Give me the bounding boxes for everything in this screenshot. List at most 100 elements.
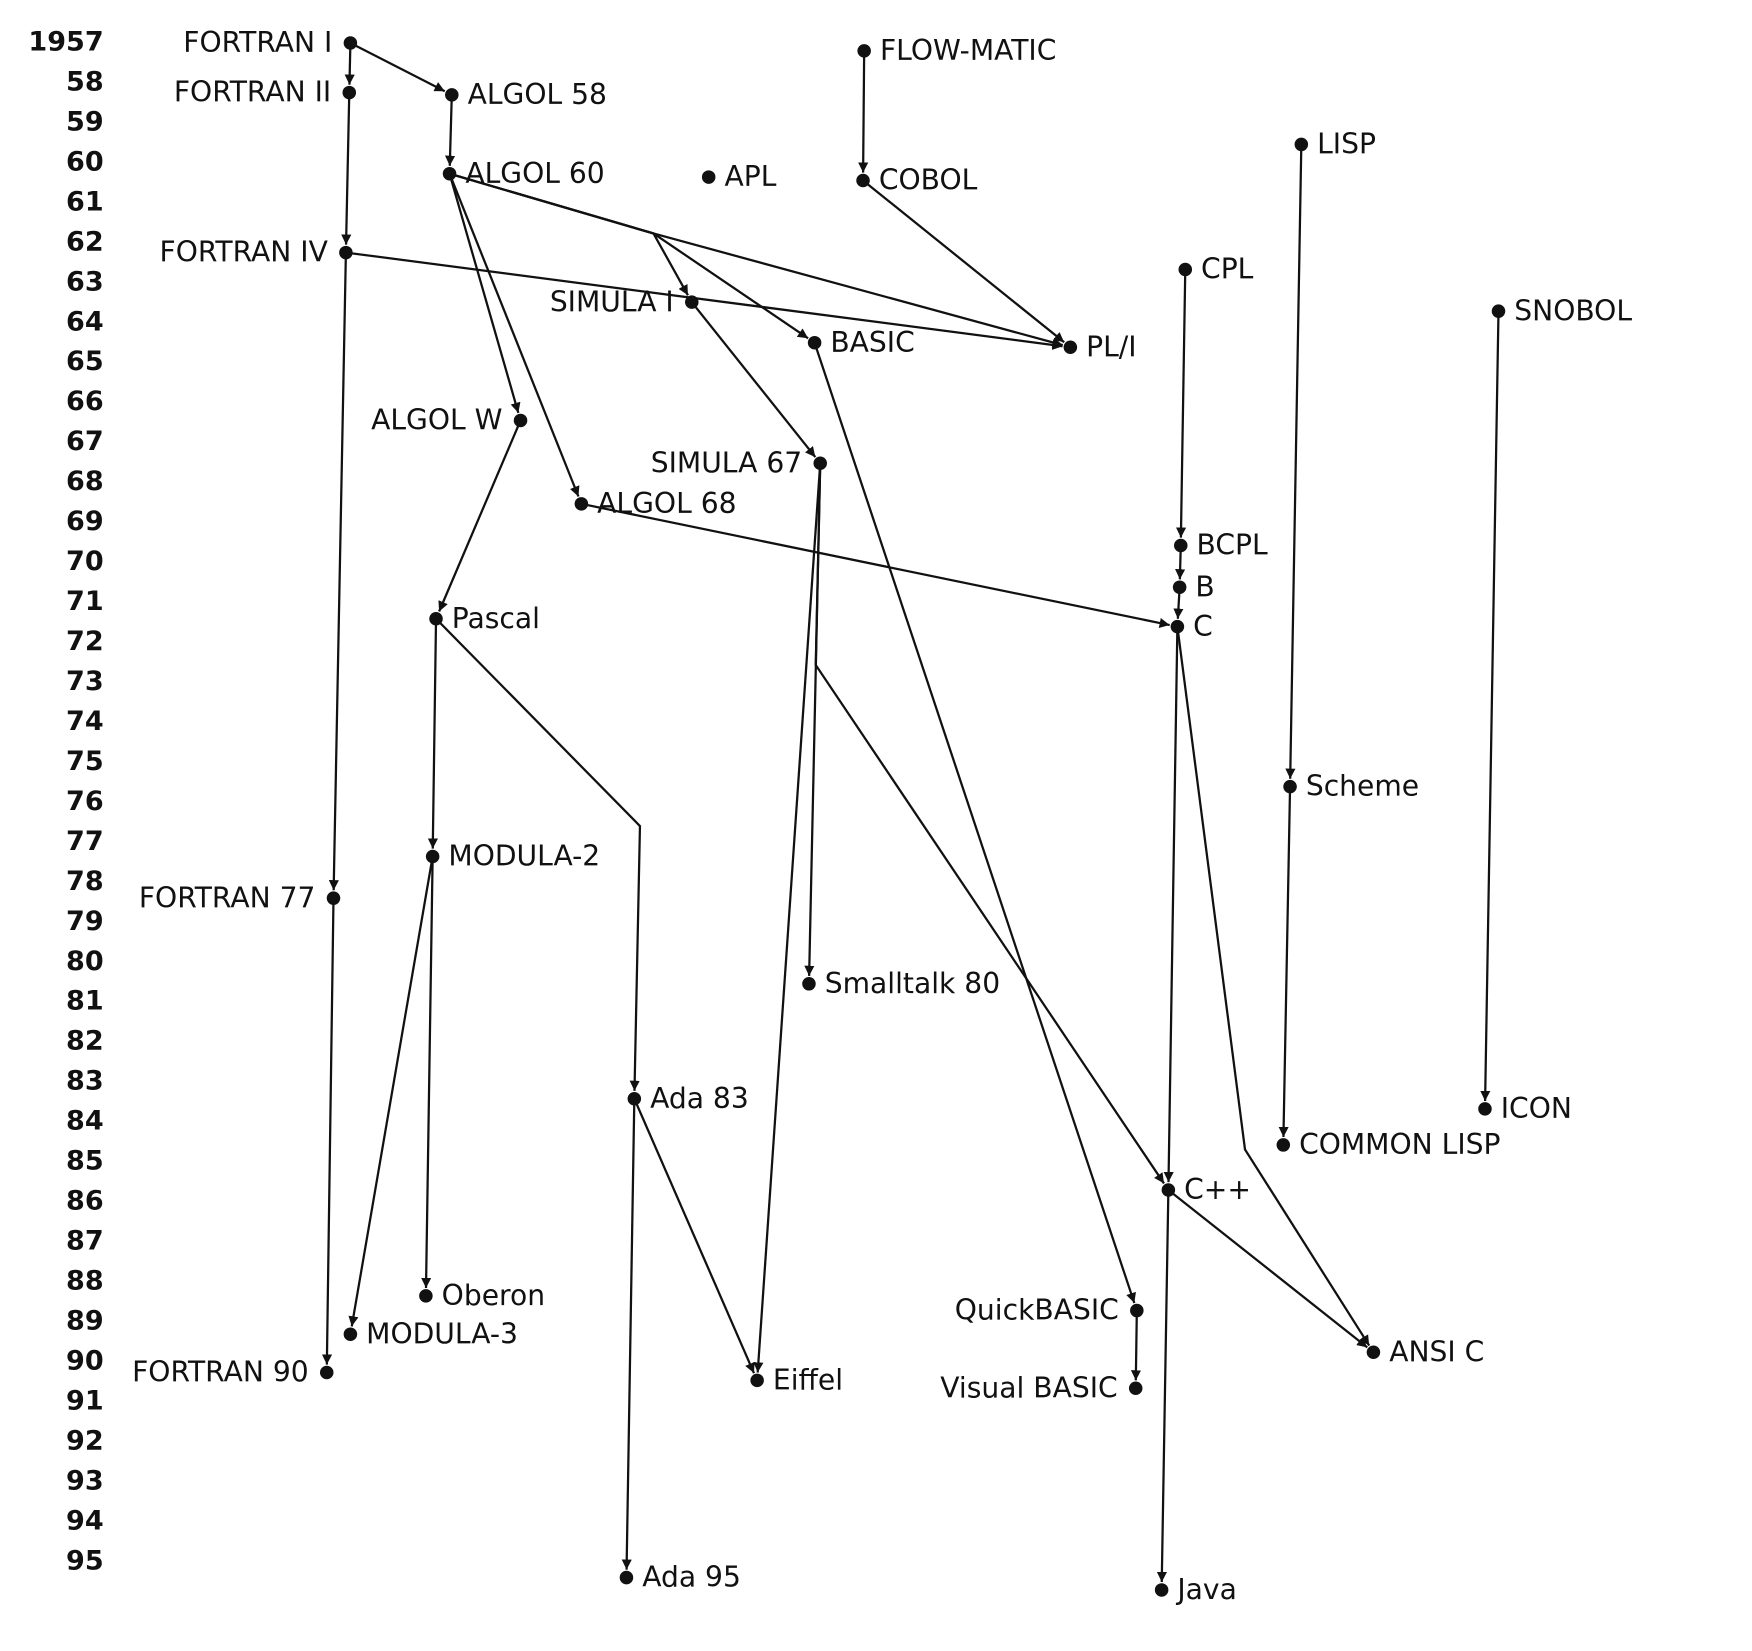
- node-dot: [802, 977, 816, 991]
- node-label: ALGOL 68: [597, 487, 736, 520]
- node-label: QuickBASIC: [955, 1294, 1119, 1327]
- edge-arrow: [321, 898, 335, 1365]
- node-label: CPL: [1201, 253, 1254, 286]
- edge-arrow: [1176, 626, 1371, 1347]
- node-label: FORTRAN IV: [160, 236, 329, 269]
- edge-arrow: [444, 94, 456, 166]
- node-dot: [807, 335, 822, 350]
- edge-arrow: [1278, 786, 1292, 1138]
- node-label: APL: [724, 160, 776, 193]
- year-label: 77: [66, 826, 104, 857]
- node-label: FLOW-MATIC: [880, 34, 1056, 67]
- edge-arrow: [813, 342, 1136, 1304]
- node-dot: [813, 456, 827, 471]
- node-label: FORTRAN 77: [139, 881, 316, 914]
- year-label: 1957: [28, 27, 103, 58]
- edge-arrow: [449, 172, 1064, 348]
- edges: [321, 42, 1500, 1583]
- node-dot: [343, 1327, 358, 1341]
- node-dot: [1170, 619, 1185, 634]
- node-dot: [1491, 304, 1506, 318]
- edge-arrow: [448, 173, 580, 497]
- node-dot: [1172, 580, 1187, 594]
- edge-arrow: [348, 856, 434, 1327]
- node-label: FORTRAN II: [174, 76, 331, 109]
- year-label: 79: [66, 906, 104, 937]
- year-label: 90: [66, 1345, 104, 1376]
- node-label: Scheme: [1306, 770, 1419, 803]
- edge-arrow: [1175, 269, 1187, 538]
- year-label: 66: [66, 386, 104, 417]
- year-label: 89: [66, 1305, 104, 1336]
- edge-arrow: [633, 1098, 756, 1374]
- year-label: 71: [66, 586, 104, 617]
- year-label: 92: [66, 1425, 104, 1456]
- node-label: Ada 83: [650, 1082, 749, 1115]
- node-label: MODULA-2: [448, 840, 600, 873]
- node-label: Eiffel: [773, 1364, 843, 1397]
- year-label: 82: [66, 1026, 104, 1057]
- edge-arrow: [421, 856, 434, 1289]
- year-label: 88: [66, 1266, 104, 1297]
- node-label: C: [1193, 610, 1213, 643]
- year-label: 65: [66, 346, 104, 377]
- node-label: Visual BASIC: [940, 1371, 1117, 1404]
- year-label: 76: [66, 786, 104, 817]
- node-dot: [1283, 779, 1297, 794]
- edge-arrow: [349, 42, 446, 93]
- year-label: 72: [66, 626, 104, 657]
- year-label: 95: [66, 1545, 104, 1576]
- year-label: 58: [66, 66, 104, 97]
- year-label: 61: [66, 186, 104, 217]
- node-label: ICON: [1501, 1092, 1572, 1125]
- year-label: 78: [66, 866, 104, 897]
- node-label: ANSI C: [1389, 1335, 1484, 1368]
- node-dot: [339, 245, 353, 260]
- year-label: 93: [66, 1465, 104, 1496]
- node-dot: [429, 611, 443, 626]
- edge-arrow: [345, 251, 1063, 350]
- edge-arrow: [1156, 1189, 1170, 1583]
- year-label: 59: [66, 106, 104, 137]
- edge-arrow: [328, 252, 348, 891]
- node-label: B: [1195, 570, 1214, 603]
- year-label: 86: [66, 1186, 104, 1217]
- edge-arrow: [581, 502, 1170, 628]
- edge-arrow: [341, 92, 352, 245]
- year-label: 80: [66, 946, 104, 977]
- node-dot: [1174, 538, 1188, 553]
- node-label: SIMULA 67: [651, 446, 802, 479]
- year-label: 67: [66, 426, 104, 457]
- year-label: 70: [66, 546, 104, 577]
- node-label: BASIC: [830, 326, 914, 359]
- node-label: COMMON LISP: [1299, 1128, 1500, 1161]
- node-dot: [1294, 137, 1309, 152]
- year-label: 91: [66, 1385, 104, 1416]
- edge-arrow: [1480, 311, 1500, 1101]
- year-label: 63: [66, 266, 104, 297]
- year-label: 87: [66, 1226, 104, 1257]
- year-label: 62: [66, 226, 104, 257]
- node-dot: [685, 295, 699, 309]
- year-label: 75: [66, 746, 104, 777]
- edge-arrow: [449, 172, 689, 296]
- node-dot: [856, 173, 870, 188]
- node-dot: [574, 497, 589, 511]
- edge-arrow: [435, 617, 642, 1091]
- node-label: SIMULA I: [550, 285, 674, 318]
- node-dot: [750, 1373, 764, 1388]
- node-dot: [513, 413, 528, 428]
- node-dot: [1130, 1303, 1144, 1318]
- edge-arrow: [862, 179, 1065, 344]
- edge-arrow: [449, 172, 809, 340]
- edge-arrow: [814, 463, 1165, 1185]
- node-dot: [445, 88, 459, 102]
- node-label: MODULA-3: [366, 1317, 518, 1350]
- year-label: 64: [66, 306, 104, 337]
- year-label: 74: [66, 706, 104, 737]
- node-dot: [1063, 340, 1078, 354]
- node-dot: [1161, 1183, 1176, 1197]
- node-label: PL/I: [1086, 330, 1136, 363]
- node-dot: [343, 36, 358, 50]
